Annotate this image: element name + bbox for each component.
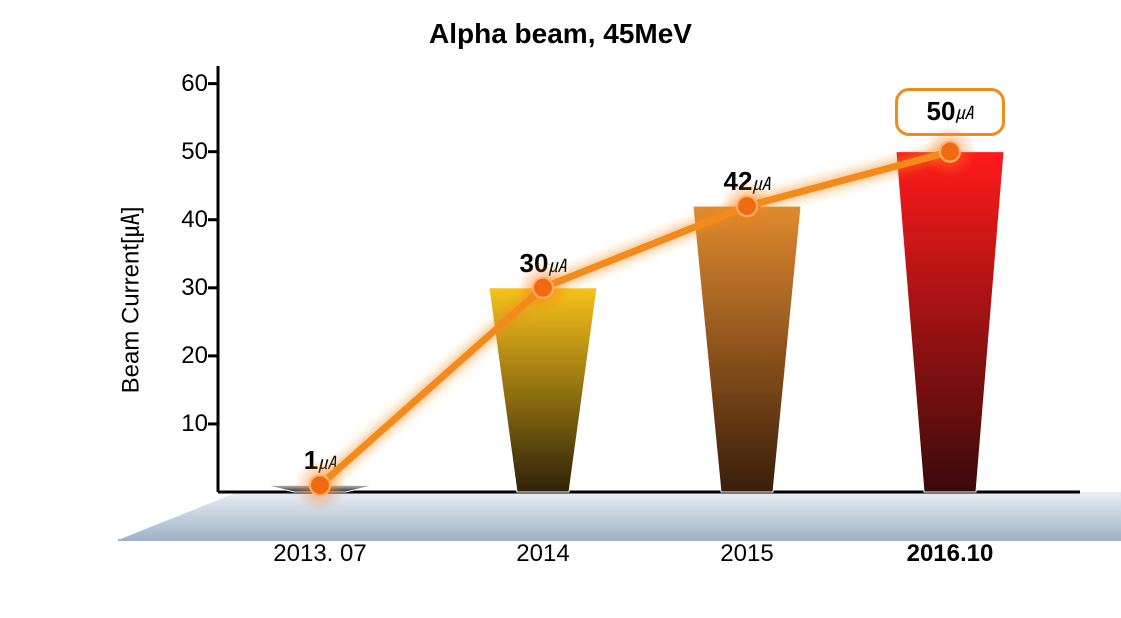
line-marker — [940, 142, 960, 162]
alpha-beam-chart: Alpha beam, 45MeV Beam Current[㎂] 10 20 … — [0, 0, 1121, 618]
chart-plot-svg — [0, 0, 1121, 618]
bar — [693, 206, 801, 492]
line-marker — [737, 196, 757, 216]
line-marker — [310, 475, 330, 495]
bar — [896, 152, 1004, 492]
line-marker — [533, 278, 553, 298]
chart-floor — [118, 492, 1121, 540]
trend-line — [320, 152, 950, 486]
